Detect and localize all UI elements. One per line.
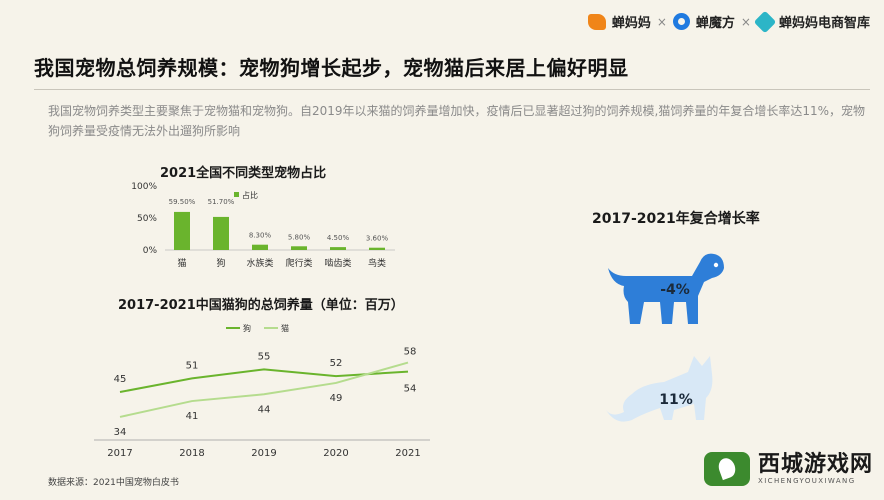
legend-label: 狗 xyxy=(243,323,251,333)
x-tick-label: 水族类 xyxy=(246,257,273,269)
x-tick-label: 2018 xyxy=(179,448,204,459)
growth-title: 2017-2021年复合增长率 xyxy=(592,211,760,227)
series-line-cat xyxy=(119,361,409,418)
brand-separator-2: × xyxy=(740,14,751,29)
line-chart-title: 2017-2021中国猫狗的总饲养量（单位：百万） xyxy=(118,298,404,313)
legend-swatch xyxy=(234,192,239,197)
bar-value-label: 51.70% xyxy=(208,198,235,206)
data-label: 49 xyxy=(330,393,343,404)
page-description: 我国宠物饲养类型主要聚焦于宠物猫和宠物狗。自2019年以来猫的饲养量增加快，疫情… xyxy=(48,104,866,138)
bar-chart: 100% 50% 0% 占比 59.50% 猫 51.70% 狗 8.30% 水族类 5.80% 爬行… xyxy=(131,182,395,269)
zhiku-logo-icon xyxy=(753,10,777,33)
cat-icon: 11% xyxy=(606,356,713,422)
site-watermark: 西城游戏网 XICHENGYOUXIWANG xyxy=(704,452,873,486)
brand-bar: 蝉妈妈 × 蝉魔方 × 蝉妈妈电商智库 xyxy=(587,10,870,33)
bar-value-label: 5.80% xyxy=(288,233,311,241)
source-note: 数据来源：2021中国宠物白皮书 xyxy=(48,478,179,488)
legend-label: 猫 xyxy=(281,323,289,333)
title-divider xyxy=(34,89,870,90)
data-label: 41 xyxy=(186,411,199,422)
x-tick-label: 2017 xyxy=(107,448,132,459)
x-tick-label: 2021 xyxy=(395,448,420,459)
x-tick-label: 狗 xyxy=(216,257,225,269)
bar-chart-title: 2021全国不同类型宠物占比 xyxy=(160,166,327,181)
data-label: 44 xyxy=(258,404,271,415)
brand-chanmama: 蝉妈妈 xyxy=(611,16,651,31)
bar xyxy=(252,244,268,250)
bar-value-label: 59.50% xyxy=(169,198,196,206)
bar xyxy=(330,247,346,250)
bar-value-label: 8.30% xyxy=(249,232,272,240)
bar xyxy=(174,211,190,250)
watermark-logo-icon xyxy=(704,452,750,486)
data-label: 52 xyxy=(330,358,343,369)
line-chart: 狗 猫 45 51 55 52 54 34 41 44 49 58 2017 2018 2019 2020 20… xyxy=(94,323,430,459)
x-tick-label: 鸟类 xyxy=(368,257,386,269)
x-tick-label: 2019 xyxy=(251,448,276,459)
data-label: 58 xyxy=(404,347,417,358)
page-title: 我国宠物总饲养规模：宠物狗增长起步，宠物猫后来居上偏好明显 xyxy=(34,56,629,80)
y-tick-label: 0% xyxy=(143,246,158,256)
legend-label: 占比 xyxy=(242,190,258,200)
data-label: 34 xyxy=(114,427,127,438)
data-label: 45 xyxy=(114,374,127,385)
data-label: 51 xyxy=(186,360,199,371)
y-tick-label: 50% xyxy=(137,214,157,224)
x-tick-label: 啮齿类 xyxy=(324,257,351,269)
y-tick-label: 100% xyxy=(131,182,157,192)
bar-value-label: 3.60% xyxy=(366,235,389,243)
watermark-en: XICHENGYOUXIWANG xyxy=(758,477,856,485)
cat-growth-value: 11% xyxy=(659,392,693,408)
chanmofang-logo-icon xyxy=(672,13,690,30)
x-tick-label: 猫 xyxy=(177,257,186,269)
dog-growth-value: -4% xyxy=(660,282,690,298)
x-tick-label: 2020 xyxy=(323,448,348,459)
watermark-cn: 西城游戏网 xyxy=(758,452,874,477)
brand-separator: × xyxy=(656,14,667,29)
bar-value-label: 4.50% xyxy=(327,234,350,242)
bar xyxy=(369,247,385,250)
bar xyxy=(213,216,229,250)
x-tick-label: 爬行类 xyxy=(285,257,312,269)
bar xyxy=(291,246,307,250)
dog-icon: -4% xyxy=(608,253,724,324)
data-label: 54 xyxy=(404,384,417,395)
data-label: 55 xyxy=(258,351,271,362)
series-line-dog xyxy=(119,368,409,393)
brand-zhiku: 蝉妈妈电商智库 xyxy=(778,16,870,31)
chanmama-logo-icon xyxy=(587,13,606,30)
brand-chanmofang: 蝉魔方 xyxy=(695,16,735,31)
